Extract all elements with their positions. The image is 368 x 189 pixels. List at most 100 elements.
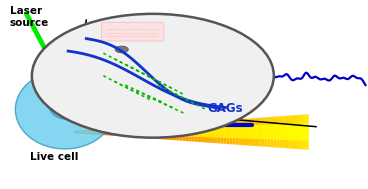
Polygon shape — [95, 131, 98, 133]
Circle shape — [67, 100, 77, 105]
Polygon shape — [153, 125, 156, 139]
Polygon shape — [282, 116, 285, 148]
Polygon shape — [253, 125, 256, 139]
Polygon shape — [227, 126, 230, 138]
Polygon shape — [203, 122, 206, 143]
Polygon shape — [262, 117, 265, 147]
Polygon shape — [74, 131, 77, 133]
Polygon shape — [135, 126, 138, 138]
Polygon shape — [174, 124, 177, 140]
Text: GAGs: GAGs — [208, 102, 244, 115]
Polygon shape — [115, 130, 118, 134]
Polygon shape — [133, 129, 135, 135]
Polygon shape — [109, 128, 112, 136]
Polygon shape — [306, 123, 309, 141]
Polygon shape — [147, 126, 150, 139]
Polygon shape — [162, 125, 165, 139]
Polygon shape — [279, 116, 282, 148]
Polygon shape — [138, 126, 141, 138]
Polygon shape — [247, 125, 250, 139]
Polygon shape — [241, 125, 244, 139]
Polygon shape — [127, 129, 130, 135]
Polygon shape — [297, 123, 300, 141]
Polygon shape — [100, 130, 103, 134]
Polygon shape — [100, 129, 103, 135]
Polygon shape — [83, 131, 86, 133]
Polygon shape — [121, 128, 124, 136]
Polygon shape — [83, 130, 86, 134]
Polygon shape — [276, 116, 279, 148]
Polygon shape — [156, 129, 159, 136]
Polygon shape — [89, 130, 92, 134]
Polygon shape — [188, 123, 191, 141]
Polygon shape — [215, 126, 218, 138]
Polygon shape — [291, 124, 294, 140]
Polygon shape — [180, 128, 183, 136]
Polygon shape — [241, 119, 244, 145]
Polygon shape — [144, 129, 147, 135]
Polygon shape — [153, 129, 156, 136]
Polygon shape — [103, 130, 106, 134]
Polygon shape — [150, 125, 153, 139]
Polygon shape — [303, 114, 306, 150]
Polygon shape — [227, 120, 230, 144]
Polygon shape — [206, 127, 209, 137]
Polygon shape — [118, 128, 121, 136]
Polygon shape — [253, 118, 256, 146]
Polygon shape — [183, 128, 185, 136]
Polygon shape — [106, 130, 109, 134]
Polygon shape — [221, 126, 224, 138]
Polygon shape — [276, 124, 279, 140]
Polygon shape — [86, 131, 89, 133]
Polygon shape — [89, 131, 92, 133]
Polygon shape — [147, 129, 150, 135]
Polygon shape — [306, 114, 309, 150]
Polygon shape — [177, 128, 180, 136]
Polygon shape — [185, 127, 188, 137]
Polygon shape — [288, 115, 291, 149]
Polygon shape — [95, 129, 98, 135]
Polygon shape — [130, 127, 133, 137]
Polygon shape — [238, 125, 241, 139]
Polygon shape — [115, 128, 118, 136]
Polygon shape — [77, 131, 80, 133]
Circle shape — [115, 46, 128, 53]
Polygon shape — [98, 131, 100, 133]
Polygon shape — [74, 131, 77, 133]
Polygon shape — [250, 125, 253, 139]
Polygon shape — [109, 130, 112, 134]
Polygon shape — [171, 124, 174, 140]
Polygon shape — [256, 125, 259, 139]
Polygon shape — [168, 124, 171, 140]
Polygon shape — [150, 129, 153, 135]
Polygon shape — [218, 126, 221, 138]
Polygon shape — [233, 126, 235, 138]
Text: Laser
source: Laser source — [10, 6, 49, 28]
Text: Live cell: Live cell — [30, 152, 78, 162]
Polygon shape — [165, 124, 168, 140]
Polygon shape — [130, 129, 133, 135]
Polygon shape — [233, 119, 235, 145]
Polygon shape — [235, 126, 238, 138]
Polygon shape — [112, 130, 115, 134]
Polygon shape — [209, 121, 212, 143]
Polygon shape — [121, 130, 124, 134]
Polygon shape — [103, 129, 106, 135]
Polygon shape — [256, 118, 259, 146]
Polygon shape — [238, 119, 241, 145]
Polygon shape — [282, 124, 285, 140]
Polygon shape — [191, 122, 194, 142]
Polygon shape — [159, 125, 162, 139]
Polygon shape — [300, 115, 303, 149]
Polygon shape — [294, 115, 297, 149]
Ellipse shape — [15, 70, 114, 149]
Polygon shape — [247, 119, 250, 146]
Polygon shape — [168, 128, 171, 136]
Polygon shape — [294, 124, 297, 140]
Polygon shape — [270, 117, 273, 147]
Polygon shape — [218, 121, 221, 143]
FancyBboxPatch shape — [102, 22, 164, 41]
Polygon shape — [230, 120, 233, 144]
Polygon shape — [144, 126, 147, 138]
Polygon shape — [268, 117, 270, 147]
